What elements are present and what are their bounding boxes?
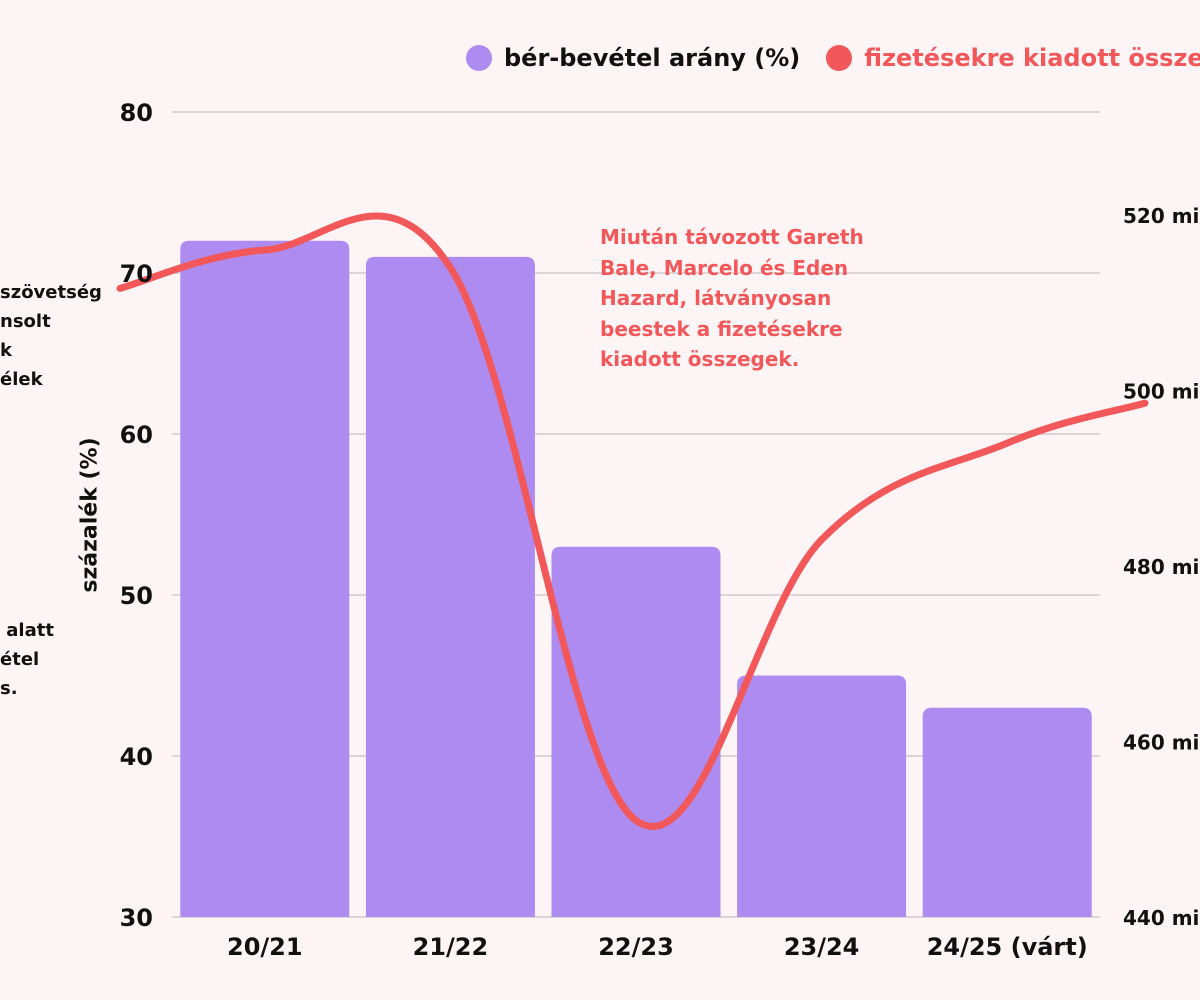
y2-tick-label: 460 mi	[1123, 731, 1199, 755]
side-note-top: szövetség nsolt k élek	[0, 282, 102, 390]
x-tick-label: 24/25 (várt)	[927, 933, 1088, 961]
y2-tick-label: 500 mi	[1123, 380, 1199, 404]
legend-item-ratio: bér-bevétel arány (%)	[466, 44, 800, 72]
bar	[180, 240, 350, 918]
x-tick-label: 23/24	[784, 933, 860, 961]
y2-tick-label: 480 mi	[1123, 555, 1199, 579]
y-tick-label: 80	[120, 99, 153, 127]
y-tick-label: 50	[120, 582, 153, 610]
y2-tick-label: 440 mi	[1123, 906, 1199, 930]
x-tick-label: 22/23	[598, 933, 674, 961]
y-axis-right: 440 mi 460 mi 480 mi 500 mi 520 mi	[1123, 204, 1199, 930]
legend-swatch-salary	[826, 45, 853, 71]
y-tick-label: 60	[120, 421, 153, 449]
x-tick-label: 21/22	[413, 933, 489, 961]
salary-line	[116, 212, 1149, 830]
legend-label-ratio: bér-bevétel arány (%)	[504, 44, 801, 72]
y-tick-label: 40	[120, 743, 153, 771]
bar	[922, 707, 1092, 917]
legend-swatch-ratio	[466, 45, 492, 71]
y-axis-title: százalék (%)	[77, 437, 103, 593]
bars	[180, 240, 1092, 918]
x-tick-label: 20/21	[227, 933, 303, 961]
y2-tick-label: 520 mi	[1123, 204, 1199, 228]
y-tick-label: 70	[120, 260, 153, 288]
y-tick-label: 30	[120, 904, 153, 932]
bar	[551, 546, 721, 917]
x-axis: 20/21 21/22 22/23 23/24 24/25 (várt)	[227, 933, 1088, 961]
legend-item-salary: fizetésekre kiadott összeg (	[826, 44, 1200, 72]
y-axis-left: 30 40 50 60 70 80	[120, 99, 153, 932]
side-note-bottom: alatt étel s.	[0, 620, 54, 699]
legend: bér-bevétel arány (%) fizetésekre kiadot…	[466, 44, 1200, 72]
bar	[737, 675, 907, 917]
legend-label-salary: fizetésekre kiadott összeg (	[864, 44, 1200, 72]
annotation-text: Miután távozott Gareth Bale, Marcelo és …	[600, 225, 864, 371]
salary-line-path	[116, 212, 1149, 830]
bar	[365, 256, 535, 917]
